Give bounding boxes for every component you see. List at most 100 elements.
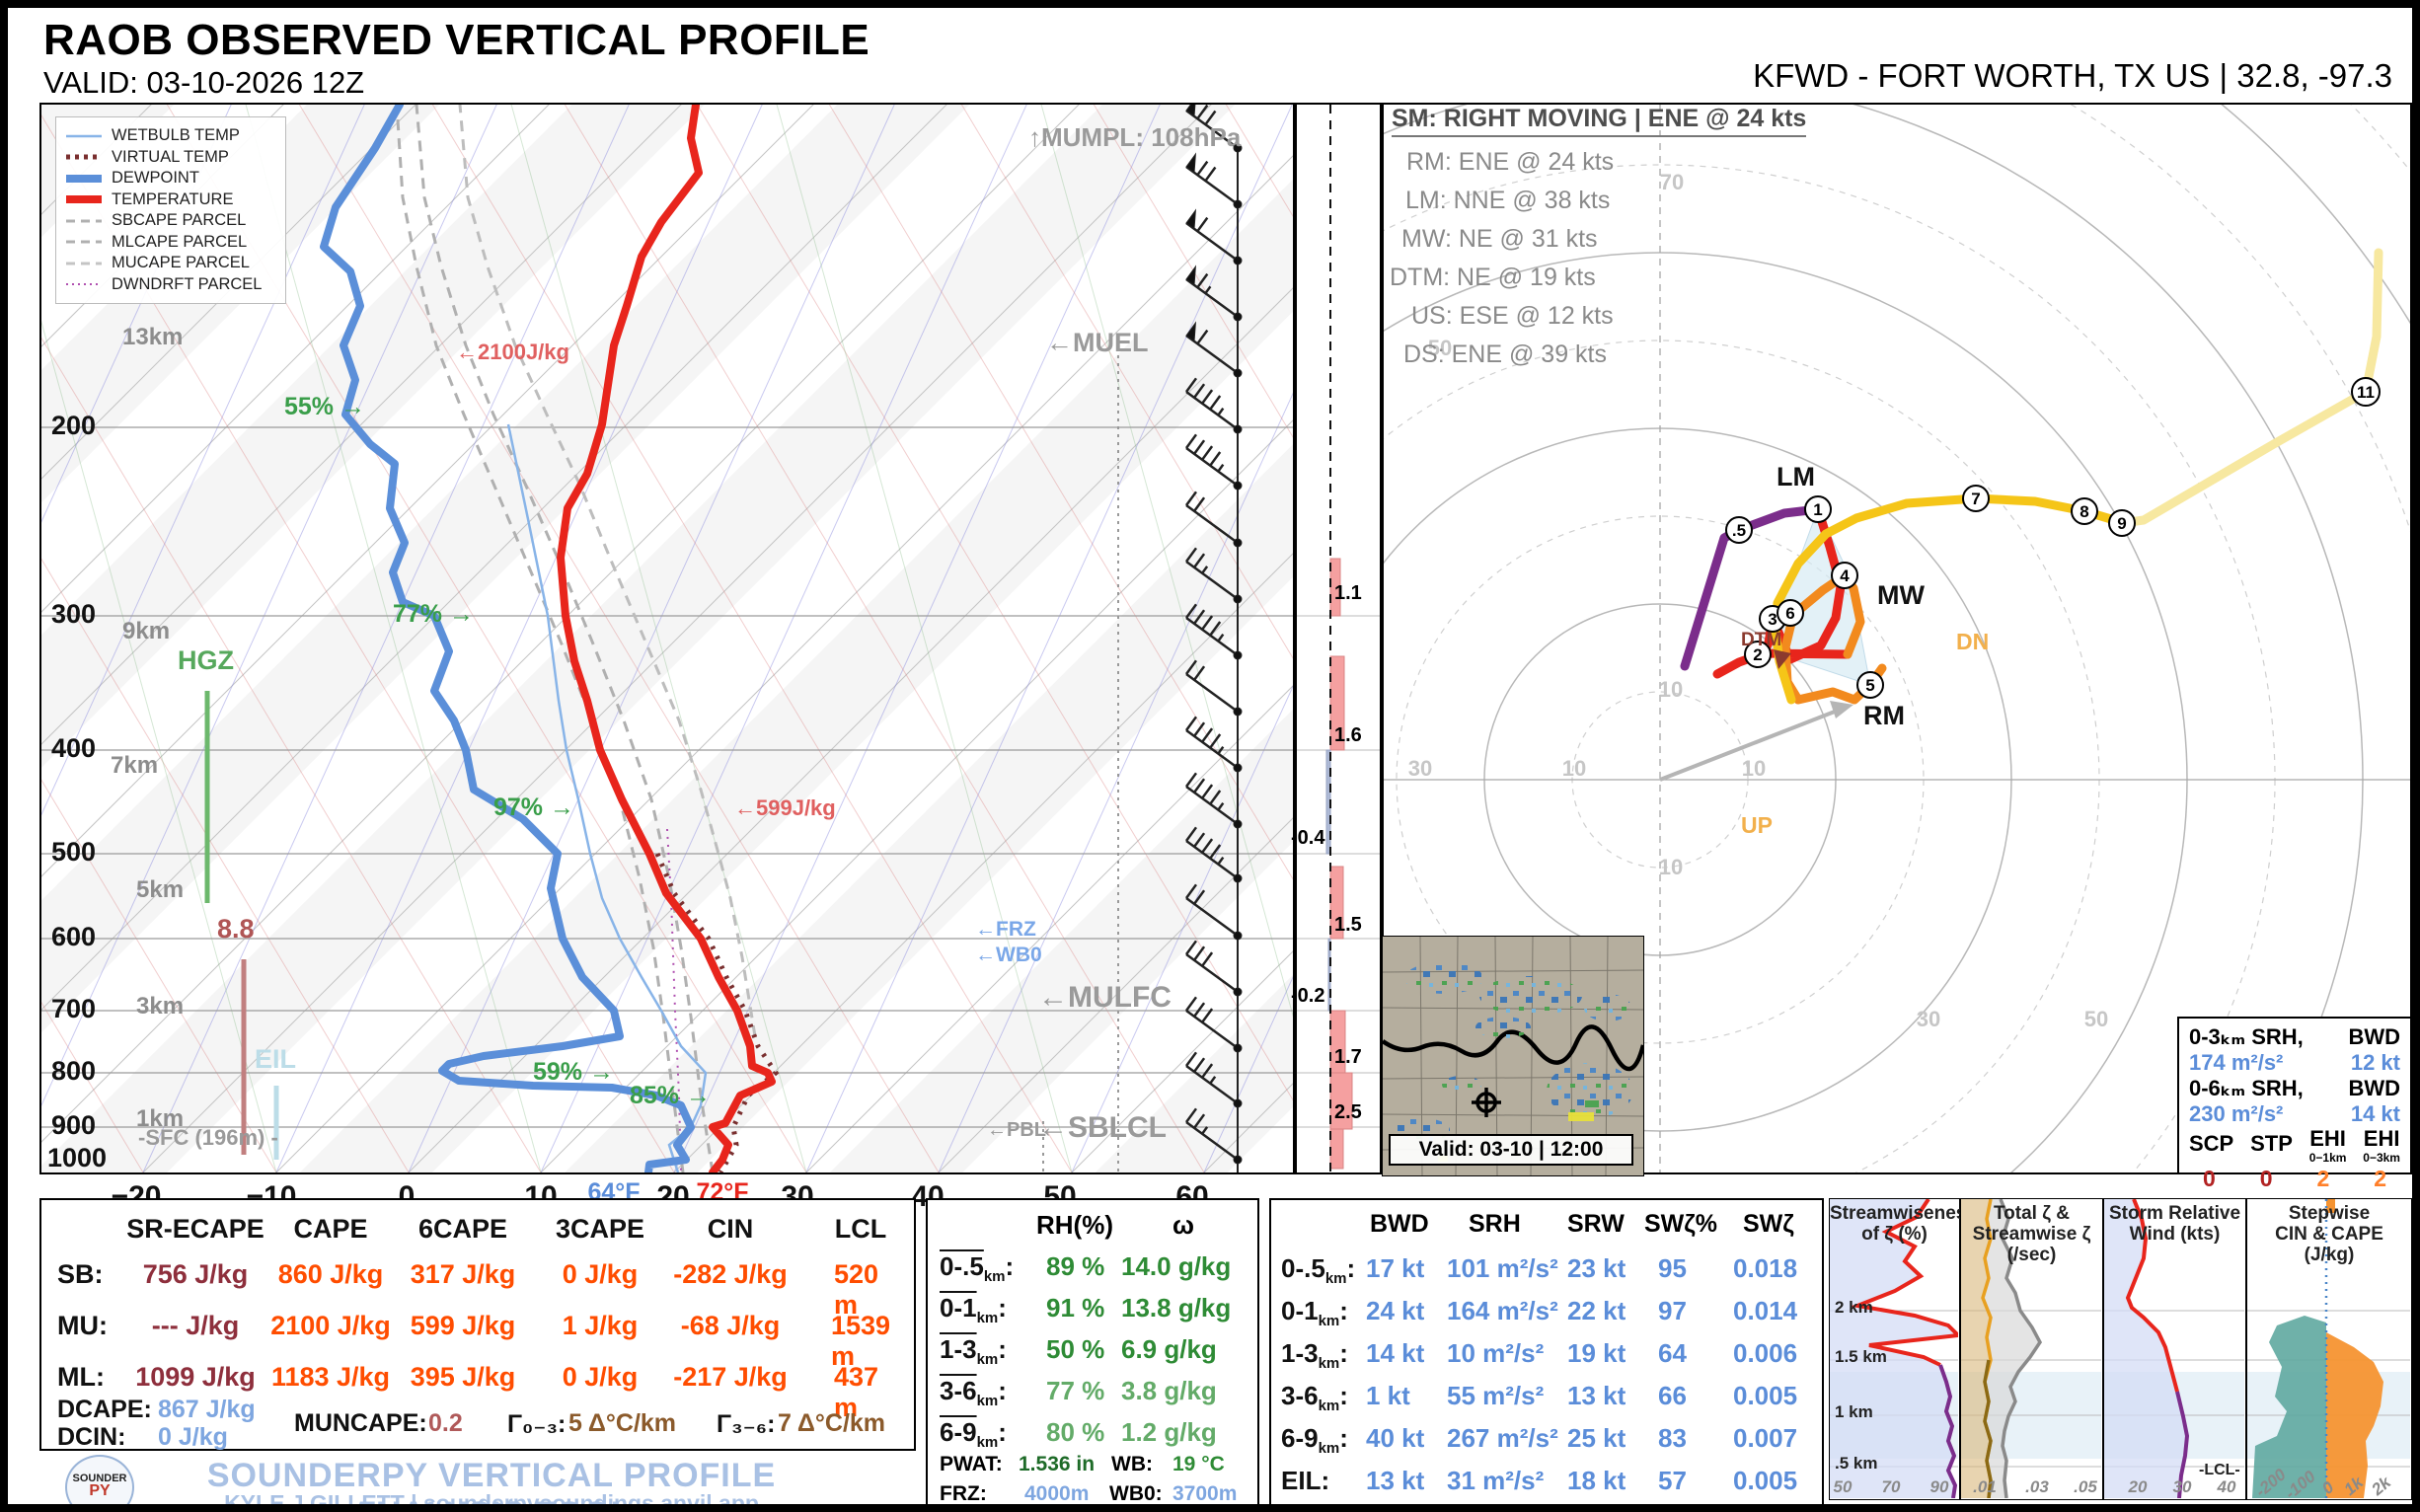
srw-line-lower xyxy=(2175,1391,2190,1498)
p4-title-2: CIN & CAPE xyxy=(2275,1224,2383,1245)
kin-row-label: 0-1km: xyxy=(1281,1296,1348,1329)
stp-value: 0 xyxy=(2259,1166,2273,1191)
mu-3cape: 1 J/kg xyxy=(562,1311,639,1340)
dwndrft-legend-swatch xyxy=(66,281,102,287)
rh-0-1: 91 % xyxy=(1046,1293,1105,1323)
mlcape-parcel-trace xyxy=(395,105,685,1172)
range-sub: km xyxy=(983,1268,1006,1286)
range: 0-1 xyxy=(1281,1296,1319,1325)
p3-tick-30: 30 xyxy=(2172,1477,2192,1496)
mucape-parcel-trace xyxy=(458,105,757,1037)
p1-tick-70: 70 xyxy=(1881,1477,1901,1496)
srw-6-9: 25 kt xyxy=(1567,1423,1626,1453)
bwd-0-3-value: 12 kt xyxy=(2350,1050,2400,1075)
ehi-0-3-header: EHI 0−3km xyxy=(2363,1128,2400,1166)
marker-9km: 9 xyxy=(2117,514,2126,533)
sbcape-legend-swatch xyxy=(66,218,102,224)
swz-eil: 0.005 xyxy=(1733,1466,1798,1495)
dtm-marker-arrow xyxy=(1774,649,1791,669)
range-sub: km xyxy=(1318,1440,1340,1458)
rh-header: RH(%) xyxy=(1036,1210,1113,1240)
range-sub: km xyxy=(1318,1398,1340,1415)
dcin-value: 0 J/kg xyxy=(158,1423,228,1451)
swz-6-9: 0.007 xyxy=(1733,1423,1798,1453)
srh-eil: 31 m²/s² xyxy=(1447,1466,1545,1495)
rh-1-3: 50 % xyxy=(1046,1334,1105,1364)
station-title: KFWD - FORT WORTH, TX US | 32.8, -97.3 xyxy=(1753,57,2392,94)
radar-valid-badge: Valid: 03-10 | 12:00 xyxy=(1389,1134,1633,1166)
bwd-0-05: 17 kt xyxy=(1366,1253,1425,1283)
skewt-legend: WETBULB TEMP VIRTUAL TEMP DEWPOINT TEMPE… xyxy=(55,116,286,304)
p3-tick-40: 40 xyxy=(2217,1477,2236,1496)
p1-title-1: Streamwiseness xyxy=(1830,1203,1977,1224)
colon: : xyxy=(1005,1251,1015,1281)
srw-1-3: 19 kt xyxy=(1567,1338,1626,1368)
total-zeta-fill xyxy=(1983,1199,2040,1498)
temperature-legend-swatch xyxy=(66,194,102,204)
lm-motion-line: LM: NNE @ 38 kts xyxy=(1405,187,1611,214)
bwd-1-3: 14 kt xyxy=(1366,1338,1425,1368)
lapse-3-6-value: 7 Δ°C/km xyxy=(778,1409,886,1437)
y-label-2km: 2 km xyxy=(1835,1298,1873,1317)
cin-cape-areas xyxy=(2247,1199,2410,1498)
row-label-sb: SB: xyxy=(57,1259,104,1289)
ds-motion-line: DS: ENE @ 39 kts xyxy=(1403,340,1607,368)
sblcl-annotation: ←SBLCL xyxy=(1038,1111,1167,1144)
rh-6-9: 80 % xyxy=(1046,1417,1105,1447)
wb-label: WB: xyxy=(1111,1453,1153,1475)
dcape-value: 867 J/kg xyxy=(158,1396,256,1423)
swpct-6-9: 83 xyxy=(1658,1423,1687,1453)
range: 6-9 xyxy=(940,1417,977,1447)
streamwiseness-fill xyxy=(1830,1199,1958,1498)
swpct-1-3: 64 xyxy=(1658,1338,1687,1368)
pressure-label-300: 300 xyxy=(51,599,97,629)
location-crosshair-icon xyxy=(1472,1088,1501,1117)
bwd-eil: 13 kt xyxy=(1366,1466,1425,1495)
legend-label: VIRTUAL TEMP xyxy=(112,147,229,166)
ehi-0-1-value: 2 xyxy=(2316,1166,2330,1191)
streamwise-zeta-fill xyxy=(1961,1199,1991,1498)
rh77-annotation: 77% → xyxy=(393,600,474,628)
omega-header: ω xyxy=(1172,1210,1194,1240)
sfc-label: -SFC (196m) - xyxy=(138,1125,278,1150)
ring-label: 10 xyxy=(1659,677,1683,702)
range-sub: km xyxy=(1324,1270,1347,1288)
rh-row-label: 3-6km: xyxy=(940,1376,1007,1409)
row-label-ml: ML: xyxy=(57,1362,105,1392)
p3-title-2: Wind (kts) xyxy=(2129,1224,2221,1245)
lapse-3-6-label: Γ₃₋₆: xyxy=(717,1410,776,1438)
virtual-temp-trace xyxy=(654,853,780,1172)
legend-label: WETBULB TEMP xyxy=(112,126,240,145)
sb-6cape: 317 J/kg xyxy=(410,1259,516,1289)
bwd-0-1: 24 kt xyxy=(1366,1296,1425,1325)
height-label-5km: 5km xyxy=(136,876,185,903)
pressure-label-900: 900 xyxy=(51,1110,97,1140)
positive-bars xyxy=(1329,558,1353,1170)
mixing-ratio-grid xyxy=(41,105,1293,1172)
rh-0-05: 89 % xyxy=(1046,1251,1105,1281)
pressure-label-200: 200 xyxy=(51,411,97,440)
state-border-river xyxy=(1383,1024,1643,1072)
p1-tick-90: 90 xyxy=(1929,1477,1949,1496)
cape-top-sliver xyxy=(2326,1199,2335,1213)
swpct-0-05: 95 xyxy=(1658,1253,1687,1283)
swzeta-header: SWζ xyxy=(1743,1210,1794,1238)
bwd-0-3-label: BWD xyxy=(2348,1024,2400,1049)
ml-lcl: 437 m xyxy=(834,1362,879,1422)
col-header: CIN xyxy=(707,1214,754,1244)
w-3-6: 3.8 g/kg xyxy=(1121,1376,1217,1405)
height-label-13km: 13km xyxy=(122,324,184,350)
srh-1-3: 10 m²/s² xyxy=(1447,1338,1545,1368)
storm-motion-arrow xyxy=(1659,708,1841,782)
colon: : xyxy=(1339,1381,1348,1410)
y-label-1km: 1 km xyxy=(1835,1402,1873,1421)
muel-annotation: ←MUEL xyxy=(1046,328,1149,357)
marker-2km: 2 xyxy=(1753,645,1762,664)
row-label-mu: MU: xyxy=(57,1311,108,1340)
srw-eil: 18 kt xyxy=(1567,1466,1626,1495)
p1-tick-50: 50 xyxy=(1833,1477,1853,1496)
ehi-label: EHI xyxy=(2309,1126,2346,1151)
mu-srecape: --- J/kg xyxy=(151,1311,240,1340)
legend-label: MLCAPE PARCEL xyxy=(112,232,248,251)
